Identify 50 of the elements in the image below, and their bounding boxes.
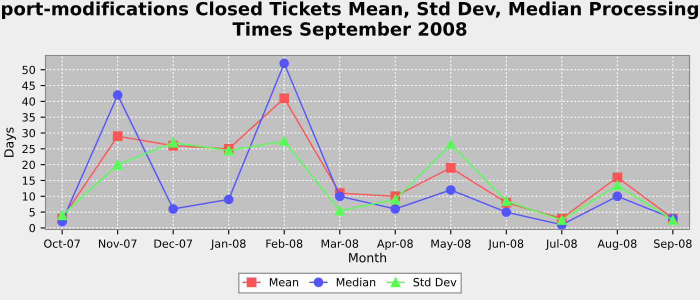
x-tick-label: Jul-08 — [545, 239, 577, 250]
y-tick-label: 35 — [22, 113, 35, 122]
point — [446, 185, 456, 195]
y-tick-label: 15 — [22, 176, 35, 185]
point — [390, 204, 400, 214]
legend-label: Mean — [270, 278, 298, 286]
point — [334, 191, 345, 202]
x-tick-label: Oct-07 — [44, 239, 80, 248]
x-tick-label: Nov-07 — [98, 239, 136, 248]
y-tick-label: 5 — [30, 208, 35, 216]
x-tick-label: Apr-08 — [377, 239, 413, 250]
x-axis-title: Month — [349, 252, 386, 262]
point — [279, 58, 290, 68]
x-tick-label: Jun-08 — [488, 239, 524, 250]
x-tick-label: Sep-08 — [654, 239, 692, 250]
point — [279, 136, 290, 146]
x-tick-label: Dec-07 — [154, 239, 192, 248]
legend-label: Std Dev — [414, 278, 456, 286]
x-tick-label: Mar-08 — [322, 239, 358, 248]
x-tick-label: Aug-08 — [597, 239, 636, 250]
point — [279, 93, 290, 104]
point — [390, 194, 400, 204]
y-tick-label: 20 — [22, 160, 36, 170]
y-tick-label: 30 — [22, 128, 36, 138]
point — [334, 206, 345, 216]
point — [112, 90, 123, 100]
point — [112, 160, 123, 170]
point — [57, 210, 68, 220]
y-tick-label: 45 — [22, 82, 35, 90]
x-tick-label: May-08 — [431, 239, 470, 250]
chart-title: port-modifications Closed Tickets Mean, Std Dev, Median Processing Times September 2008 — [2, 2, 698, 40]
y-tick-label: 40 — [22, 97, 36, 106]
x-tick-label: Jan-08 — [210, 239, 246, 250]
point — [501, 207, 512, 217]
point — [612, 172, 622, 182]
point — [446, 139, 456, 149]
point — [446, 162, 456, 173]
x-tick-label: Feb-08 — [266, 239, 302, 248]
legend-label: Median — [336, 278, 376, 286]
point — [612, 180, 622, 190]
point — [168, 204, 178, 214]
point — [224, 194, 234, 204]
y-tick-label: 0 — [29, 224, 36, 232]
y-axis-title: Days — [4, 128, 16, 157]
y-tick-label: 50 — [22, 66, 36, 74]
point — [112, 131, 123, 142]
point — [612, 191, 622, 202]
point — [168, 138, 178, 148]
y-tick-label: 10 — [22, 192, 36, 201]
y-tick-label: 25 — [22, 144, 35, 154]
